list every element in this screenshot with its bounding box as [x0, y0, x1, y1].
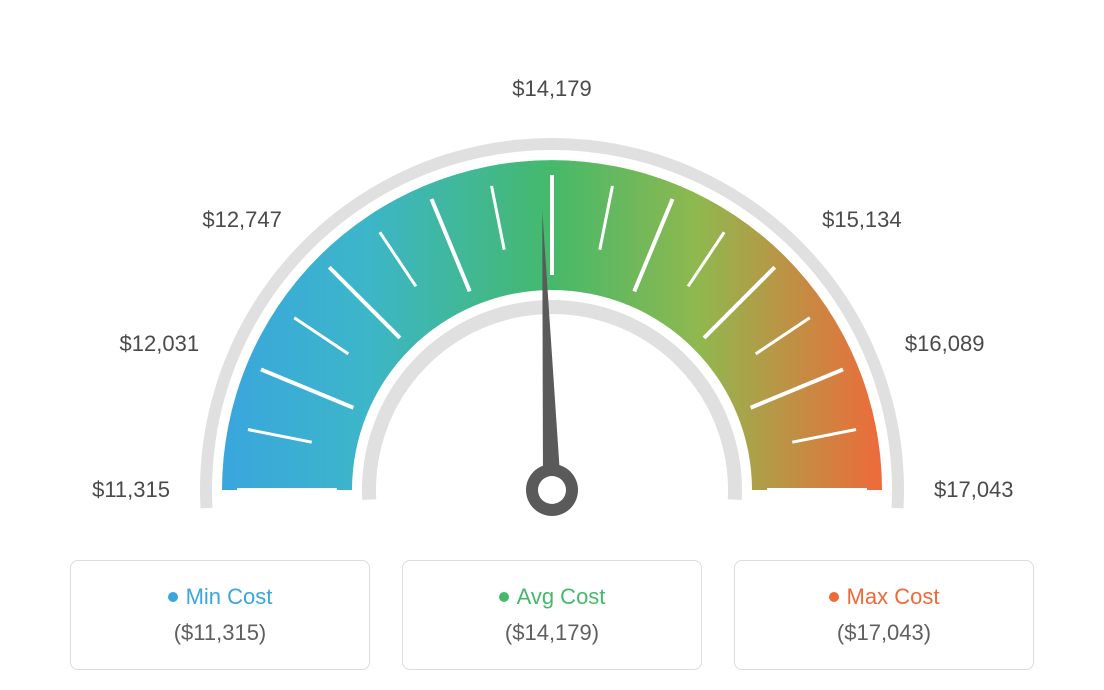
- scale-label: $11,315: [92, 477, 170, 503]
- max-dot-icon: [829, 592, 839, 602]
- avg-cost-value: ($14,179): [505, 620, 599, 646]
- max-cost-value: ($17,043): [837, 620, 931, 646]
- min-cost-label-text: Min Cost: [186, 584, 273, 610]
- scale-label: $14,179: [512, 76, 592, 102]
- min-cost-title: Min Cost: [168, 584, 273, 610]
- max-cost-label-text: Max Cost: [847, 584, 940, 610]
- min-cost-card: Min Cost ($11,315): [70, 560, 370, 670]
- avg-dot-icon: [499, 592, 509, 602]
- avg-cost-card: Avg Cost ($14,179): [402, 560, 702, 670]
- scale-label: $15,134: [822, 207, 902, 233]
- scale-label: $16,089: [905, 331, 985, 357]
- min-cost-value: ($11,315): [174, 620, 267, 646]
- avg-cost-title: Avg Cost: [499, 584, 606, 610]
- scale-label: $17,043: [934, 477, 1014, 503]
- scale-label: $12,747: [202, 207, 282, 233]
- max-cost-title: Max Cost: [829, 584, 940, 610]
- gauge-area: $11,315 $12,031 $12,747 $14,179 $15,134 $16,0…: [0, 0, 1104, 530]
- avg-cost-label-text: Avg Cost: [517, 584, 606, 610]
- summary-row: Min Cost ($11,315) Avg Cost ($14,179) Ma…: [0, 560, 1104, 670]
- needle-hub-inner: [538, 476, 566, 504]
- scale-label: $12,031: [120, 331, 200, 357]
- max-cost-card: Max Cost ($17,043): [734, 560, 1034, 670]
- gauge-chart-container: $11,315 $12,031 $12,747 $14,179 $15,134 $16,0…: [0, 0, 1104, 690]
- min-dot-icon: [168, 592, 178, 602]
